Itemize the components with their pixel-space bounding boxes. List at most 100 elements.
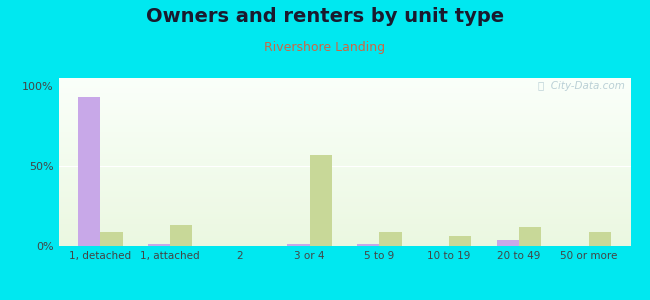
Bar xyxy=(58,187,630,189)
Bar xyxy=(58,98,630,100)
Bar xyxy=(58,170,630,172)
Bar xyxy=(58,204,630,206)
Bar xyxy=(58,103,630,105)
Bar xyxy=(58,83,630,85)
Bar xyxy=(58,115,630,117)
Bar xyxy=(58,140,630,142)
Bar xyxy=(58,209,630,211)
Bar xyxy=(58,207,630,209)
Bar xyxy=(58,236,630,238)
Bar xyxy=(58,142,630,143)
Bar xyxy=(58,78,630,80)
Bar xyxy=(58,123,630,125)
Bar xyxy=(58,177,630,179)
Bar xyxy=(58,122,630,123)
Bar xyxy=(58,128,630,130)
Bar xyxy=(58,211,630,212)
Bar xyxy=(78,97,100,246)
Bar xyxy=(58,80,630,81)
Bar xyxy=(58,160,630,162)
Bar xyxy=(58,231,630,232)
Bar xyxy=(58,125,630,127)
Bar xyxy=(58,81,630,83)
Bar xyxy=(58,147,630,148)
Bar xyxy=(58,212,630,214)
Bar xyxy=(58,192,630,194)
Bar xyxy=(589,232,611,246)
Bar xyxy=(58,154,630,155)
Bar xyxy=(357,244,380,246)
Bar xyxy=(58,172,630,174)
Bar xyxy=(170,225,192,246)
Bar xyxy=(58,179,630,181)
Bar xyxy=(58,181,630,182)
Bar xyxy=(497,240,519,246)
Bar xyxy=(58,86,630,88)
Bar xyxy=(58,120,630,122)
Bar xyxy=(58,134,630,135)
Bar xyxy=(58,132,630,134)
Text: Rivershore Landing: Rivershore Landing xyxy=(265,40,385,53)
Bar xyxy=(58,224,630,226)
Bar xyxy=(58,176,630,177)
Bar xyxy=(58,139,630,140)
Bar xyxy=(58,145,630,147)
Bar xyxy=(58,202,630,204)
Bar xyxy=(58,101,630,103)
Bar xyxy=(58,221,630,223)
Bar xyxy=(58,117,630,118)
Bar xyxy=(58,182,630,184)
Bar xyxy=(287,244,309,246)
Bar xyxy=(58,106,630,108)
Bar xyxy=(58,85,630,86)
Bar xyxy=(58,239,630,241)
Bar xyxy=(58,219,630,221)
Bar xyxy=(58,189,630,190)
Bar xyxy=(58,100,630,101)
Bar xyxy=(58,194,630,196)
Text: Owners and renters by unit type: Owners and renters by unit type xyxy=(146,8,504,26)
Bar xyxy=(58,95,630,97)
Bar xyxy=(58,105,630,106)
Bar xyxy=(58,241,630,243)
Bar xyxy=(58,108,630,110)
Bar xyxy=(309,155,332,246)
Bar xyxy=(58,199,630,201)
Bar xyxy=(58,226,630,227)
Bar xyxy=(58,165,630,167)
Bar xyxy=(58,90,630,92)
Bar xyxy=(58,174,630,176)
Text: Ⓢ  City-Data.com: Ⓢ City-Data.com xyxy=(538,81,625,92)
Bar xyxy=(58,97,630,98)
Bar xyxy=(58,137,630,139)
Bar xyxy=(58,197,630,199)
Bar xyxy=(58,223,630,224)
Bar xyxy=(380,232,402,246)
Bar xyxy=(449,236,471,246)
Bar xyxy=(58,164,630,165)
Bar xyxy=(58,118,630,120)
Bar xyxy=(58,232,630,234)
Bar xyxy=(519,227,541,246)
Bar xyxy=(58,167,630,169)
Bar xyxy=(58,112,630,113)
Bar xyxy=(58,162,630,164)
Bar xyxy=(58,244,630,246)
Bar xyxy=(58,201,630,202)
Bar xyxy=(58,206,630,207)
Bar xyxy=(58,110,630,112)
Bar xyxy=(58,169,630,170)
Bar xyxy=(58,143,630,145)
Bar xyxy=(58,229,630,231)
Bar xyxy=(58,135,630,137)
Bar xyxy=(58,216,630,218)
Bar xyxy=(58,238,630,239)
Bar xyxy=(58,184,630,185)
Bar xyxy=(58,152,630,154)
Bar xyxy=(58,113,630,115)
Bar xyxy=(58,93,630,95)
Bar xyxy=(58,243,630,244)
Bar xyxy=(58,214,630,216)
Bar xyxy=(58,234,630,236)
Bar xyxy=(58,157,630,159)
